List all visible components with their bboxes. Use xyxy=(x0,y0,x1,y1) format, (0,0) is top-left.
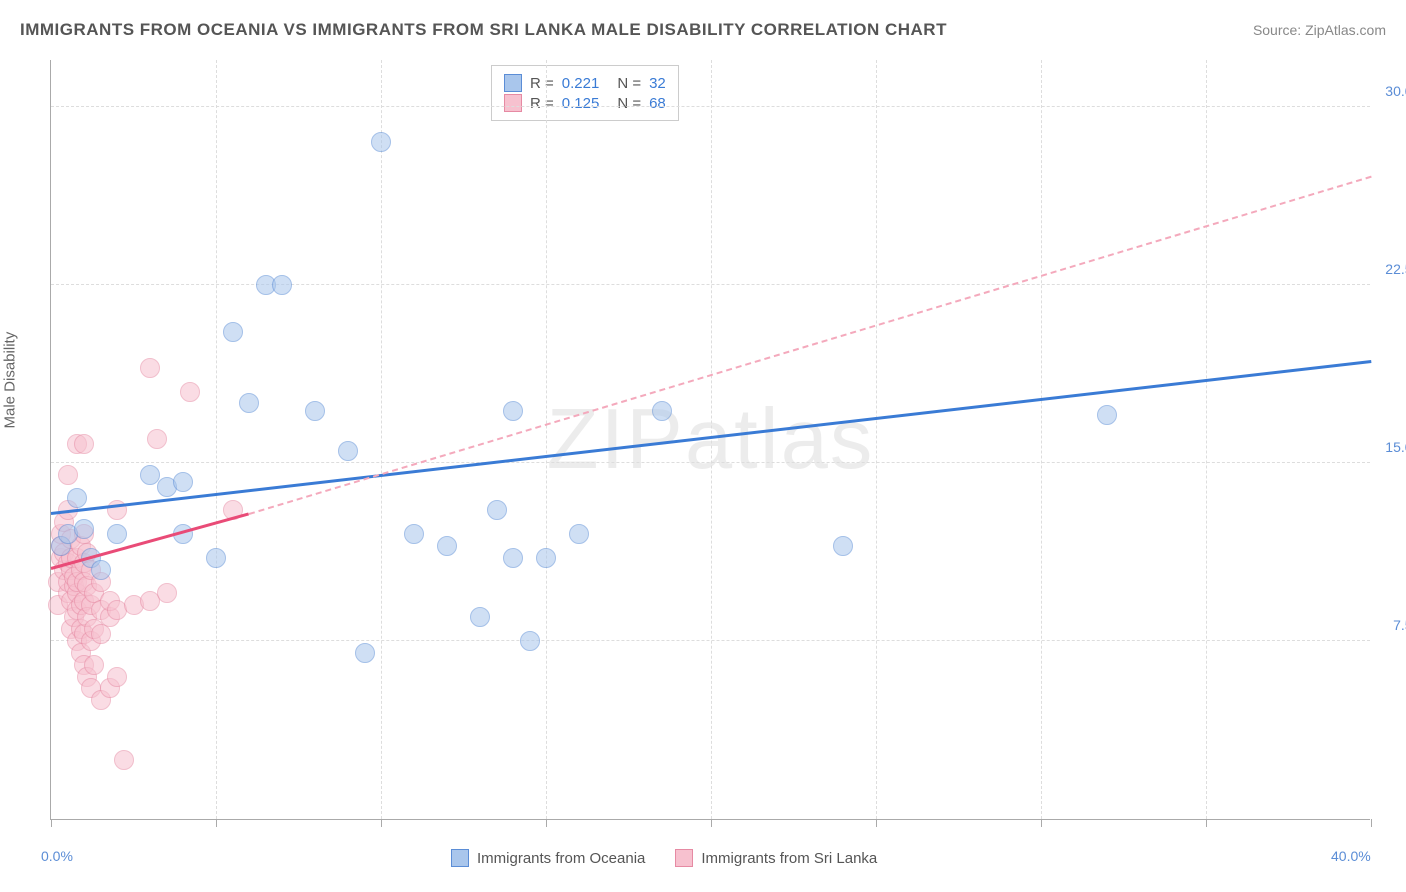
gridline-vertical xyxy=(711,60,712,819)
data-point[interactable] xyxy=(487,500,507,520)
y-tick-label: 30.0% xyxy=(1385,83,1406,99)
data-point[interactable] xyxy=(74,434,94,454)
data-point[interactable] xyxy=(404,524,424,544)
y-axis-title: Male Disability xyxy=(2,332,19,429)
data-point[interactable] xyxy=(305,401,325,421)
data-point[interactable] xyxy=(272,275,292,295)
data-point[interactable] xyxy=(355,643,375,663)
n-label: N = xyxy=(617,95,641,112)
data-point[interactable] xyxy=(180,382,200,402)
gridline-vertical xyxy=(876,60,877,819)
data-point[interactable] xyxy=(157,583,177,603)
swatch-oceania-icon xyxy=(504,74,522,92)
chart-container: IMMIGRANTS FROM OCEANIA VS IMMIGRANTS FR… xyxy=(0,0,1406,892)
data-point[interactable] xyxy=(1097,405,1117,425)
x-tick xyxy=(546,819,547,827)
data-point[interactable] xyxy=(470,607,490,627)
trend-line xyxy=(249,176,1372,515)
y-tick-label: 15.0% xyxy=(1385,439,1406,455)
legend-label-oceania: Immigrants from Oceania xyxy=(477,850,645,867)
source-attribution: Source: ZipAtlas.com xyxy=(1253,22,1386,38)
data-point[interactable] xyxy=(437,536,457,556)
data-point[interactable] xyxy=(239,393,259,413)
data-point[interactable] xyxy=(84,655,104,675)
data-point[interactable] xyxy=(74,519,94,539)
n-label: N = xyxy=(617,75,641,92)
plot-area: ZIPatlas R = 0.221 N = 32 R = 0.125 N = … xyxy=(50,60,1370,820)
data-point[interactable] xyxy=(569,524,589,544)
data-point[interactable] xyxy=(223,322,243,342)
chart-title: IMMIGRANTS FROM OCEANIA VS IMMIGRANTS FR… xyxy=(20,20,947,40)
x-tick-label: 40.0% xyxy=(1331,848,1371,864)
y-tick-label: 22.5% xyxy=(1385,261,1406,277)
x-tick xyxy=(1206,819,1207,827)
gridline-vertical xyxy=(216,60,217,819)
data-point[interactable] xyxy=(520,631,540,651)
legend-item-oceania[interactable]: Immigrants from Oceania xyxy=(451,849,645,867)
data-point[interactable] xyxy=(503,548,523,568)
data-point[interactable] xyxy=(536,548,556,568)
legend-stats-row-oceania: R = 0.221 N = 32 xyxy=(504,74,666,92)
data-point[interactable] xyxy=(652,401,672,421)
r-label: R = xyxy=(530,95,554,112)
data-point[interactable] xyxy=(338,441,358,461)
legend-bottom: Immigrants from Oceania Immigrants from … xyxy=(451,849,877,867)
n-value-oceania: 32 xyxy=(649,75,666,92)
gridline-vertical xyxy=(546,60,547,819)
x-tick xyxy=(1041,819,1042,827)
data-point[interactable] xyxy=(833,536,853,556)
legend-stats-row-srilanka: R = 0.125 N = 68 xyxy=(504,94,666,112)
x-tick xyxy=(711,819,712,827)
data-point[interactable] xyxy=(147,429,167,449)
x-tick xyxy=(876,819,877,827)
data-point[interactable] xyxy=(91,560,111,580)
y-tick-label: 7.5% xyxy=(1393,617,1406,633)
legend-label-srilanka: Immigrants from Sri Lanka xyxy=(701,850,877,867)
x-tick xyxy=(51,819,52,827)
r-value-oceania: 0.221 xyxy=(562,75,600,92)
x-tick xyxy=(1371,819,1372,827)
r-label: R = xyxy=(530,75,554,92)
data-point[interactable] xyxy=(58,465,78,485)
swatch-oceania-icon xyxy=(451,849,469,867)
n-value-srilanka: 68 xyxy=(649,95,666,112)
data-point[interactable] xyxy=(371,132,391,152)
data-point[interactable] xyxy=(107,524,127,544)
data-point[interactable] xyxy=(140,358,160,378)
gridline-vertical xyxy=(1041,60,1042,819)
data-point[interactable] xyxy=(206,548,226,568)
r-value-srilanka: 0.125 xyxy=(562,95,600,112)
data-point[interactable] xyxy=(503,401,523,421)
data-point[interactable] xyxy=(114,750,134,770)
legend-item-srilanka[interactable]: Immigrants from Sri Lanka xyxy=(675,849,877,867)
legend-stats-box: R = 0.221 N = 32 R = 0.125 N = 68 xyxy=(491,65,679,121)
data-point[interactable] xyxy=(67,488,87,508)
gridline-vertical xyxy=(381,60,382,819)
swatch-srilanka-icon xyxy=(675,849,693,867)
swatch-srilanka-icon xyxy=(504,94,522,112)
data-point[interactable] xyxy=(173,472,193,492)
gridline-vertical xyxy=(1206,60,1207,819)
x-tick xyxy=(216,819,217,827)
data-point[interactable] xyxy=(107,667,127,687)
x-tick xyxy=(381,819,382,827)
x-tick-label: 0.0% xyxy=(41,848,73,864)
